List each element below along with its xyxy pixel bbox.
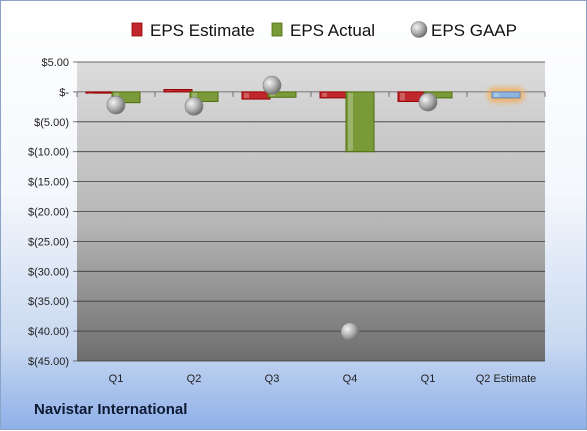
bar-highlight — [88, 92, 93, 94]
point-eps-gaap — [184, 96, 204, 116]
bar-highlight — [400, 92, 405, 101]
bar-highlight — [192, 92, 197, 101]
x-axis-labels: Q1 Q2 Q3 Q4 Q1 Q2 Estimate — [109, 373, 537, 385]
bar-eps-actual — [267, 91, 297, 98]
x-tick-label: Q2 — [187, 373, 202, 385]
bar-eps-estimate-q2-estimate — [491, 91, 521, 99]
bar-eps-actual — [189, 91, 219, 102]
bar-highlight — [494, 92, 499, 97]
legend-label: EPS Actual — [290, 21, 375, 40]
bar-eps-actual — [345, 91, 375, 153]
x-tick-label: Q4 — [343, 373, 358, 385]
x-tick-label: Q1 — [109, 373, 124, 385]
legend: EPS Estimate EPS Actual EPS GAAP — [131, 21, 517, 40]
bars — [85, 87, 524, 153]
point-eps-gaap — [262, 76, 282, 95]
point-eps-gaap — [106, 95, 126, 115]
y-tick-label: $(20.00) — [28, 207, 69, 219]
legend-swatch — [131, 22, 143, 37]
gridlines — [73, 61, 546, 362]
legend-swatch — [271, 22, 283, 37]
y-tick-label: $- — [59, 87, 69, 99]
legend-swatch — [410, 21, 428, 38]
y-axis-labels: $5.00 $- $(5.00) $(10.00) $(15.00) $(20.00) $(… — [28, 57, 69, 368]
y-tick-label: $5.00 — [41, 57, 69, 69]
x-tick-label: Q1 — [421, 373, 436, 385]
bar-highlight — [348, 92, 353, 151]
y-tick-label: $(25.00) — [28, 236, 69, 248]
company-name: Navistar International — [34, 401, 188, 418]
gaap-points — [106, 76, 438, 341]
bar-highlight — [244, 92, 249, 99]
point-eps-gaap — [340, 322, 360, 341]
x-tick-label: Q3 — [265, 373, 280, 385]
y-tick-label: $(15.00) — [28, 177, 69, 189]
x-tick-label: Q2 Estimate — [476, 373, 537, 385]
y-tick-label: $(45.00) — [28, 356, 69, 368]
y-tick-label: $(10.00) — [28, 147, 69, 159]
legend-label: EPS Estimate — [150, 21, 255, 40]
y-tick-label: $(40.00) — [28, 326, 69, 338]
bar-highlight — [322, 92, 327, 97]
y-tick-label: $(5.00) — [34, 117, 69, 129]
point-eps-gaap — [418, 92, 438, 112]
legend-label: EPS GAAP — [431, 21, 517, 40]
bar-eps-estimate — [163, 89, 193, 93]
bar-highlight — [166, 90, 171, 92]
y-tick-label: $(30.00) — [28, 266, 69, 278]
y-tick-label: $(35.00) — [28, 296, 69, 308]
